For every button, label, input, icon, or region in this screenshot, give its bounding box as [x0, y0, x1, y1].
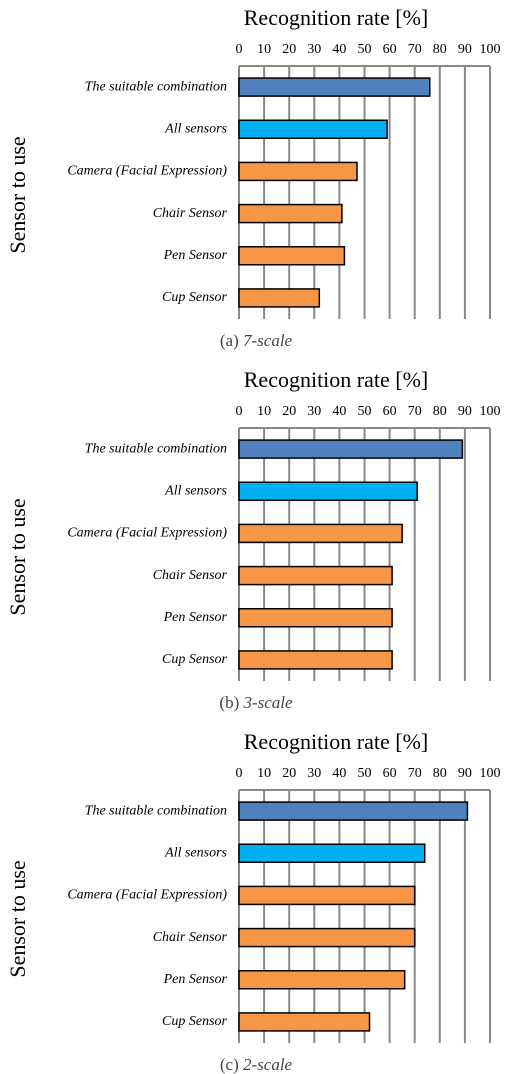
- caption-label: (b): [219, 693, 239, 712]
- chart-title: Recognition rate [%]: [244, 729, 429, 754]
- y-tick-label: Camera (Facial Expression): [67, 164, 227, 179]
- x-tick-label: 10: [257, 42, 271, 57]
- y-tick-label: All sensors: [164, 483, 227, 498]
- x-tick-label: 0: [236, 42, 243, 57]
- x-tick-label: 70: [408, 42, 422, 57]
- bar: [238, 439, 464, 459]
- y-tick-label: The suitable combination: [85, 441, 227, 456]
- caption-text: 3-scale: [242, 693, 293, 712]
- x-tick-label: 60: [383, 766, 397, 781]
- x-tick-label: 70: [408, 404, 422, 419]
- bar: [238, 927, 416, 948]
- x-tick-label: 30: [307, 404, 321, 419]
- y-tick-label: Chair Sensor: [153, 930, 228, 945]
- y-tick-label: Cup Sensor: [162, 652, 228, 667]
- y-tick-label: The suitable combination: [85, 803, 227, 818]
- x-tick-label: 100: [480, 766, 501, 781]
- x-tick-label: 20: [282, 766, 296, 781]
- y-tick-label: All sensors: [164, 845, 227, 860]
- y-tick-label: Camera (Facial Expression): [67, 526, 227, 541]
- bar: [238, 608, 393, 628]
- bar: [238, 1012, 371, 1032]
- chart-panel: Recognition rate [%] Sensor to use 0 10 20 30…: [5, 367, 500, 712]
- y-tick-label: Chair Sensor: [153, 568, 228, 583]
- bar: [238, 119, 388, 139]
- chart-title: Recognition rate [%]: [244, 367, 429, 392]
- x-tick-label: 80: [433, 404, 447, 419]
- y-tick-label: Cup Sensor: [162, 1014, 228, 1029]
- x-tick-label: 30: [307, 42, 321, 57]
- y-axis-label: Sensor to use: [5, 860, 30, 977]
- bar: [238, 523, 403, 544]
- x-tick-label: 80: [433, 766, 447, 781]
- bar: [238, 650, 393, 670]
- bar: [238, 203, 343, 224]
- caption-text: 2-scale: [243, 1055, 293, 1074]
- x-tick-label: 0: [236, 766, 243, 781]
- y-tick-label: Cup Sensor: [162, 290, 228, 305]
- y-tick-label: Camera (Facial Expression): [67, 888, 227, 903]
- y-tick-label: Pen Sensor: [163, 248, 228, 263]
- bar: [238, 843, 426, 863]
- y-tick-label: The suitable combination: [85, 79, 227, 94]
- bar: [238, 481, 418, 501]
- x-tick-label: 50: [358, 42, 372, 57]
- x-tick-label: 90: [458, 404, 472, 419]
- x-tick-label: 90: [458, 42, 472, 57]
- caption: (a) 7-scale: [220, 331, 293, 350]
- y-tick-label: All sensors: [164, 121, 227, 136]
- bar: [238, 161, 358, 182]
- caption-text: 7-scale: [243, 331, 293, 350]
- x-tick-label: 50: [358, 404, 372, 419]
- y-axis-label: Sensor to use: [5, 498, 30, 615]
- bar: [238, 970, 406, 990]
- x-tick-label: 100: [480, 404, 501, 419]
- x-tick-label: 80: [433, 42, 447, 57]
- bar: [238, 246, 346, 266]
- bar: [238, 801, 469, 821]
- x-tick-label: 60: [383, 42, 397, 57]
- bar: [238, 565, 393, 586]
- x-tick-label: 100: [480, 42, 501, 57]
- x-tick-label: 10: [257, 766, 271, 781]
- bar: [238, 885, 416, 906]
- x-tick-label: 50: [358, 766, 372, 781]
- x-tick-label: 40: [332, 42, 346, 57]
- x-tick-label: 40: [332, 404, 346, 419]
- caption: (b) 3-scale: [219, 693, 293, 712]
- caption-label: (a): [220, 331, 239, 350]
- x-tick-label: 30: [307, 766, 321, 781]
- x-tick-label: 20: [282, 42, 296, 57]
- y-axis-label: Sensor to use: [5, 136, 30, 253]
- caption-label: (c): [220, 1055, 239, 1074]
- x-tick-label: 20: [282, 404, 296, 419]
- x-tick-label: 40: [332, 766, 346, 781]
- y-tick-label: Chair Sensor: [153, 206, 228, 221]
- x-tick-label: 70: [408, 766, 422, 781]
- chart-panel: Recognition rate [%] Sensor to use 0 10 20 30…: [5, 729, 500, 1074]
- x-tick-label: 10: [257, 404, 271, 419]
- x-tick-label: 90: [458, 766, 472, 781]
- x-tick-label: 60: [383, 404, 397, 419]
- chart-title: Recognition rate [%]: [244, 5, 429, 30]
- chart-panel: Recognition rate [%] Sensor to use 0 10 20 30…: [5, 5, 500, 350]
- y-tick-label: Pen Sensor: [163, 972, 228, 987]
- bar: [238, 288, 321, 308]
- bar: [238, 77, 431, 97]
- x-tick-label: 0: [236, 404, 243, 419]
- caption: (c) 2-scale: [220, 1055, 293, 1074]
- y-tick-label: Pen Sensor: [163, 610, 228, 625]
